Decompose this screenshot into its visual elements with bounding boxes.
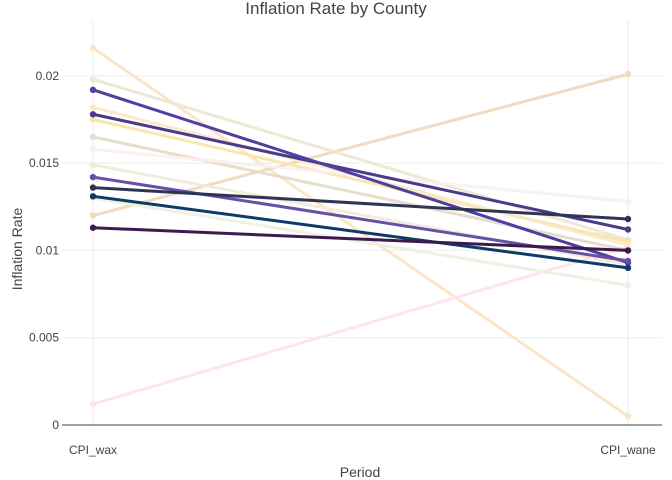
- series-point: [89, 184, 97, 191]
- series-point: [624, 257, 632, 265]
- series-point: [89, 212, 97, 219]
- series-2: [89, 243, 632, 408]
- series-point: [89, 111, 97, 118]
- series-line: [91, 186, 630, 221]
- grid-layer: [62, 20, 662, 426]
- series-point: [624, 413, 632, 420]
- y-tick-label: 0.01: [36, 243, 60, 257]
- x-tick-label: CPI_wane: [600, 443, 656, 457]
- series-point: [89, 116, 97, 123]
- series-14: [89, 184, 632, 223]
- tick-layer: 0 0.005 0.01 0.015 0.02 CPI_wax CPI_wane: [29, 69, 656, 457]
- series-line: [91, 245, 630, 406]
- series-line: [91, 194, 630, 270]
- y-tick-label: 0: [52, 418, 59, 432]
- series-11: [89, 111, 632, 233]
- series-point: [624, 70, 632, 78]
- series-point: [89, 44, 97, 52]
- series-point: [624, 215, 632, 223]
- x-axis-title: Period: [340, 464, 380, 480]
- series-line: [91, 226, 630, 252]
- series-point: [624, 264, 632, 272]
- series-15: [89, 193, 632, 272]
- series-point: [624, 241, 632, 249]
- series-point: [89, 400, 97, 408]
- series-line: [91, 112, 630, 231]
- chart-title: Inflation Rate by County: [245, 0, 427, 18]
- series-point: [89, 104, 97, 111]
- y-tick-label: 0.005: [29, 331, 59, 345]
- series-point: [89, 224, 97, 231]
- series-point: [89, 145, 97, 153]
- y-tick-label: 0.02: [36, 69, 60, 83]
- series-point: [89, 86, 97, 94]
- series-point: [89, 133, 97, 141]
- series-line: [91, 88, 630, 265]
- series-point: [624, 247, 632, 254]
- series-line: [91, 196, 630, 287]
- series-point: [624, 282, 632, 289]
- series-16: [89, 224, 632, 254]
- series-point: [89, 76, 97, 83]
- series-point: [89, 173, 97, 181]
- series-10: [89, 194, 632, 289]
- series-layer: [89, 44, 632, 420]
- x-tick-label: CPI_wax: [69, 443, 117, 457]
- series-point: [89, 161, 97, 169]
- series-point: [624, 226, 632, 233]
- series-point: [89, 193, 97, 200]
- series-line: [91, 135, 630, 252]
- series-point: [624, 198, 632, 205]
- y-tick-label: 0.015: [29, 156, 59, 170]
- series-3: [89, 70, 632, 219]
- y-axis-title: Inflation Rate: [9, 208, 25, 291]
